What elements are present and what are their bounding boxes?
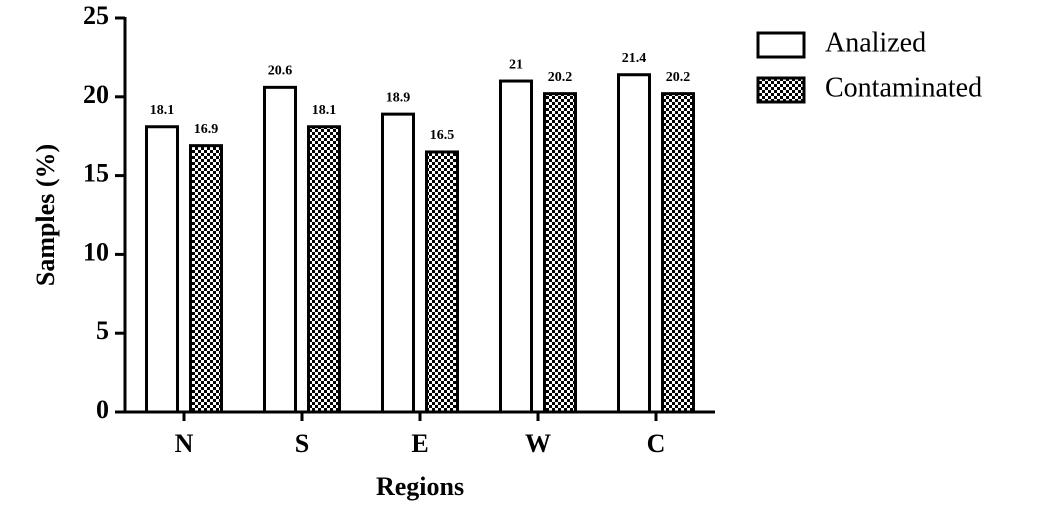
data-label: 21.4 bbox=[622, 51, 647, 66]
bar bbox=[499, 79, 533, 414]
data-label: 20.6 bbox=[268, 64, 293, 79]
x-axis-title: Regions bbox=[376, 472, 464, 501]
bar bbox=[381, 112, 415, 414]
x-tick-label: E bbox=[411, 429, 428, 458]
data-label: 16.9 bbox=[194, 122, 219, 137]
bar bbox=[617, 73, 651, 414]
data-label: 18.1 bbox=[312, 103, 337, 118]
x-tick-label: N bbox=[175, 429, 194, 458]
data-label: 16.5 bbox=[430, 128, 455, 143]
y-tick-label: 25 bbox=[83, 1, 109, 30]
data-label: 20.2 bbox=[548, 70, 573, 85]
legend-swatch bbox=[756, 31, 806, 59]
bar bbox=[263, 85, 297, 414]
data-label: 18.1 bbox=[150, 103, 175, 118]
bar bbox=[425, 150, 459, 414]
bar bbox=[145, 125, 179, 414]
y-axis-title: Samples (%) bbox=[31, 144, 60, 286]
y-tick-label: 5 bbox=[96, 316, 109, 345]
legend-label: Analized bbox=[825, 27, 926, 58]
y-tick-label: 15 bbox=[83, 159, 109, 188]
bar bbox=[307, 125, 341, 414]
bar bbox=[189, 144, 223, 414]
x-tick-label: W bbox=[525, 429, 551, 458]
y-tick-label: 10 bbox=[83, 237, 109, 266]
data-label: 21 bbox=[509, 57, 523, 72]
x-tick-label: C bbox=[647, 429, 666, 458]
y-tick-label: 0 bbox=[96, 395, 109, 424]
y-tick-label: 20 bbox=[83, 80, 109, 109]
legend-label: Contaminated bbox=[825, 72, 982, 103]
bar bbox=[661, 92, 695, 414]
x-tick-label: S bbox=[295, 429, 309, 458]
legend-swatch bbox=[756, 76, 806, 104]
data-label: 18.9 bbox=[386, 90, 411, 105]
data-label: 20.2 bbox=[666, 70, 691, 85]
bar bbox=[543, 92, 577, 414]
